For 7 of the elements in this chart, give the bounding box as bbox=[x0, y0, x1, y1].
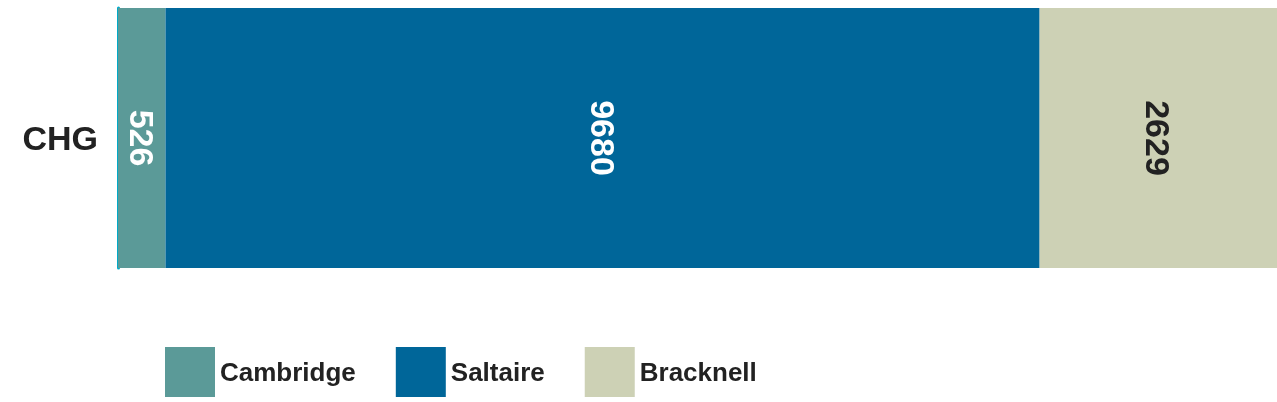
legend-label: Cambridge bbox=[220, 357, 356, 387]
data-label: 9680 bbox=[583, 100, 622, 176]
legend-label: Saltaire bbox=[450, 357, 545, 387]
y-tick-label: CHG bbox=[22, 119, 98, 157]
data-label: 526 bbox=[122, 109, 161, 167]
data-label: 2629 bbox=[1139, 100, 1178, 176]
legend-label: Bracknell bbox=[639, 357, 757, 387]
